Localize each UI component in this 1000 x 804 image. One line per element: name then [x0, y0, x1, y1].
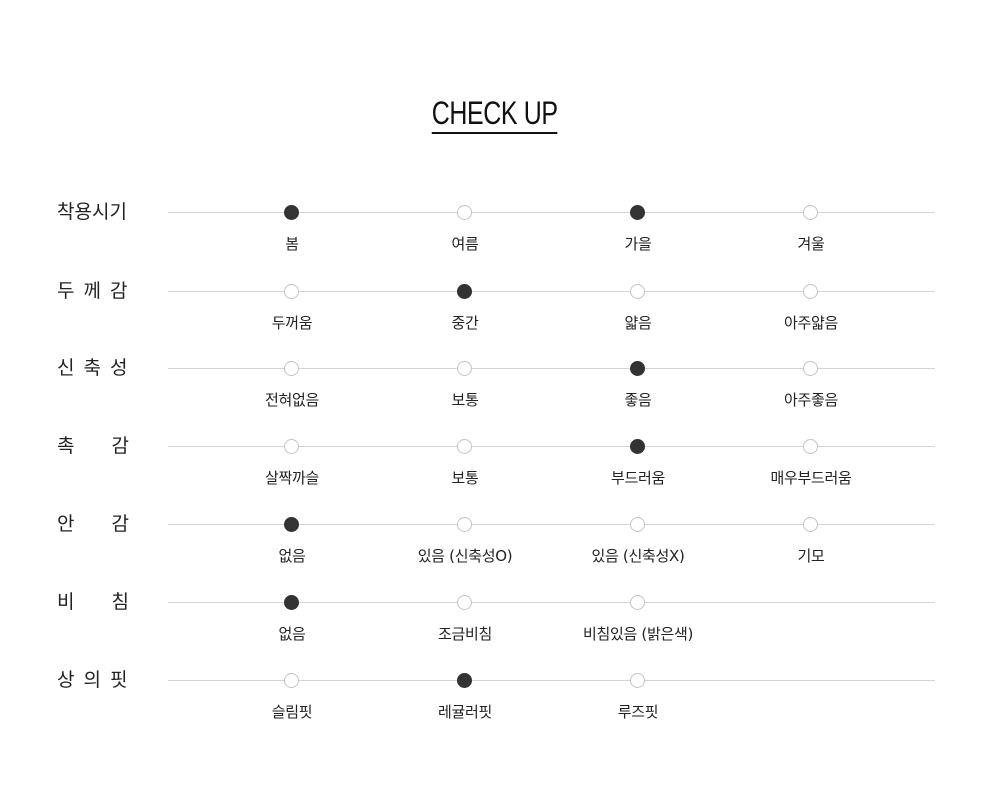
option-label: 보통: [451, 469, 479, 487]
unselected-dot-icon: [457, 439, 472, 454]
option-label: 아주좋음: [783, 391, 838, 409]
selected-dot-icon: [630, 439, 645, 454]
selected-dot-icon: [457, 673, 472, 688]
option-label: 있음 (신축성O): [417, 547, 513, 565]
row-divider-line: [168, 368, 935, 369]
option-label: 있음 (신축성X): [591, 547, 685, 565]
row-label: 안감: [57, 513, 166, 535]
option-label: 아주얇음: [783, 314, 838, 332]
row-divider-line: [168, 602, 935, 603]
unselected-dot-icon: [630, 673, 645, 688]
row-divider-line: [168, 524, 935, 525]
unselected-dot-icon: [457, 205, 472, 220]
row-label: 착용시기: [57, 201, 127, 223]
row-divider-line: [168, 291, 935, 292]
option-label: 중간: [451, 314, 479, 332]
unselected-dot-icon: [284, 439, 299, 454]
unselected-dot-icon: [803, 517, 818, 532]
option-label: 살짝까슬: [264, 469, 319, 487]
row-divider-line: [168, 446, 935, 447]
unselected-dot-icon: [630, 284, 645, 299]
unselected-dot-icon: [630, 595, 645, 610]
selected-dot-icon: [630, 361, 645, 376]
page-title-wrap: CHECK UP: [0, 96, 990, 134]
option-label: 전혀없음: [264, 391, 319, 409]
row-label: 비침: [57, 591, 166, 613]
unselected-dot-icon: [630, 517, 645, 532]
option-label: 없음: [278, 547, 306, 565]
option-label: 좋음: [624, 391, 652, 409]
option-label: 봄: [285, 235, 299, 253]
option-label: 조금비침: [437, 625, 492, 643]
option-label: 겨울: [797, 235, 825, 253]
row-label: 신축성: [57, 357, 137, 379]
row-label: 두께감: [57, 280, 137, 302]
option-label: 매우부드러움: [770, 469, 852, 487]
selected-dot-icon: [284, 595, 299, 610]
option-label: 루즈핏: [617, 703, 659, 721]
unselected-dot-icon: [803, 284, 818, 299]
unselected-dot-icon: [457, 361, 472, 376]
option-label: 보통: [451, 391, 479, 409]
option-label: 기모: [797, 547, 825, 565]
row-divider-line: [168, 212, 935, 213]
selected-dot-icon: [284, 205, 299, 220]
option-label: 가을: [624, 235, 652, 253]
option-label: 부드러움: [610, 469, 665, 487]
option-label: 레귤러핏: [437, 703, 492, 721]
option-label: 슬림핏: [271, 703, 313, 721]
selected-dot-icon: [284, 517, 299, 532]
option-label: 여름: [451, 235, 479, 253]
selected-dot-icon: [630, 205, 645, 220]
unselected-dot-icon: [284, 673, 299, 688]
unselected-dot-icon: [803, 361, 818, 376]
option-label: 비침있음 (밝은색): [582, 625, 694, 643]
option-label: 없음: [278, 625, 306, 643]
row-label: 촉감: [57, 435, 166, 457]
unselected-dot-icon: [803, 205, 818, 220]
page-title: CHECK UP: [432, 96, 558, 134]
option-label: 얇음: [624, 314, 652, 332]
row-divider-line: [168, 680, 935, 681]
selected-dot-icon: [457, 284, 472, 299]
option-label: 두꺼움: [271, 314, 313, 332]
unselected-dot-icon: [803, 439, 818, 454]
unselected-dot-icon: [457, 595, 472, 610]
unselected-dot-icon: [284, 284, 299, 299]
unselected-dot-icon: [284, 361, 299, 376]
unselected-dot-icon: [457, 517, 472, 532]
row-label: 상의핏: [57, 669, 137, 691]
